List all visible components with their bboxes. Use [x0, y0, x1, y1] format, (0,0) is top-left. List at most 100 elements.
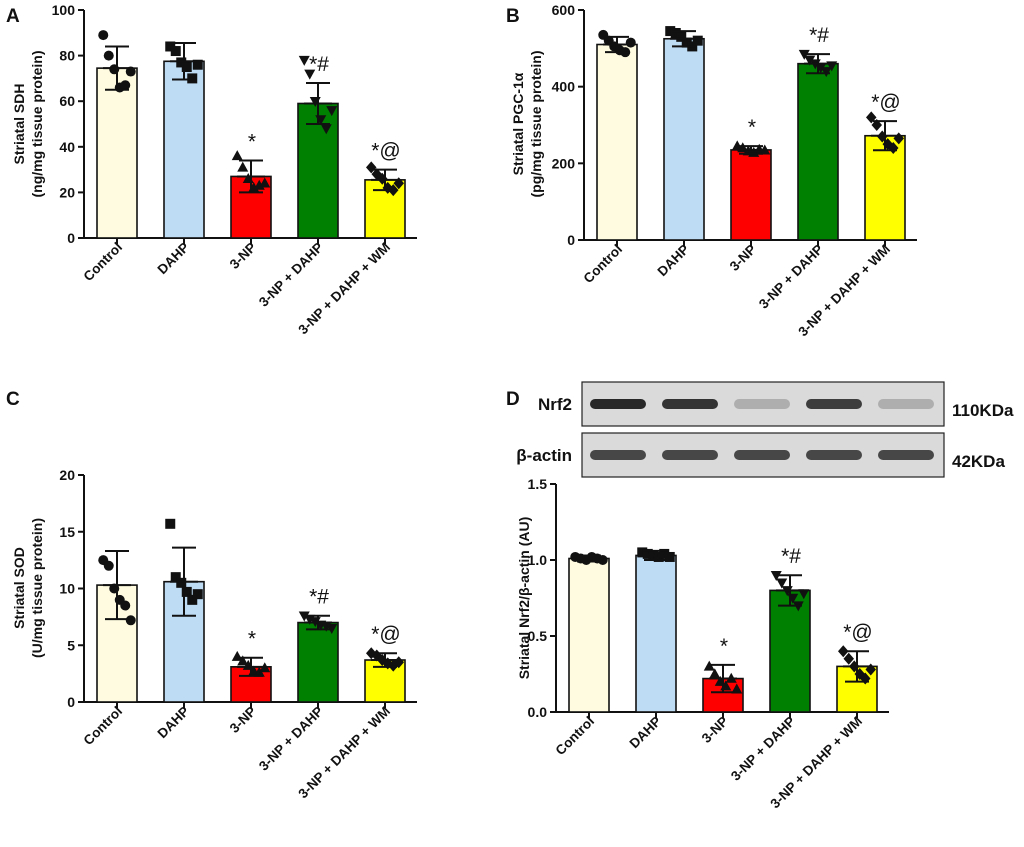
significance-label: * [248, 130, 256, 153]
data-point [843, 652, 854, 665]
data-point [804, 55, 816, 66]
y-tick-label: 0 [567, 232, 575, 248]
data-point [659, 548, 670, 559]
significance-label: *@ [371, 623, 401, 646]
significance-label: * [748, 116, 756, 139]
data-point [798, 589, 810, 600]
data-point [170, 572, 181, 583]
data-point [103, 50, 114, 61]
y-tick-label: 20 [59, 467, 75, 483]
data-point [731, 683, 743, 694]
data-point [637, 547, 648, 558]
blot-size-label: 110KDa [952, 401, 1014, 420]
data-point [125, 615, 136, 626]
data-point [237, 161, 249, 172]
category-label: Control [81, 704, 126, 749]
y-axis-label: Striatal SDH [11, 84, 27, 165]
significance-label: * [248, 628, 256, 651]
data-point [165, 41, 176, 52]
y-tick-label: 80 [59, 48, 75, 64]
y-tick-label: 200 [552, 155, 576, 171]
y-tick-label: 5 [67, 637, 75, 653]
category-label: DAHP [654, 242, 692, 280]
blot-row-beta-actin: β-actin 42KDa [516, 432, 1005, 478]
data-point [670, 28, 681, 38]
data-point [253, 666, 265, 677]
blot-protein-label: β-actin [516, 446, 572, 465]
category-label: DAHP [154, 240, 192, 278]
y-tick-label: 1.5 [528, 476, 548, 492]
data-point [653, 551, 664, 562]
data-point [120, 80, 131, 91]
bar-3-np-dahp [297, 102, 339, 239]
data-point [320, 124, 332, 135]
significance-label: *# [781, 545, 801, 568]
panel-letter: D [506, 389, 520, 410]
data-point [326, 106, 338, 117]
data-point [597, 555, 608, 565]
y-axis-label: Striatal Nrf2/β-actin (AU) [516, 517, 532, 680]
data-point [192, 589, 203, 600]
bar-dahp [163, 60, 205, 239]
data-point [709, 668, 721, 679]
category-label: Control [581, 242, 626, 287]
blot-size-label: 42KDa [952, 452, 1005, 471]
y-tick-label: 400 [552, 79, 576, 95]
data-point [770, 570, 782, 581]
data-point [181, 62, 192, 72]
y-axis-label-units: (ng/mg tissue protein) [29, 51, 45, 198]
blot-band [878, 399, 934, 409]
data-point [664, 551, 675, 562]
panel-letter: A [6, 6, 20, 27]
bar-dahp [635, 554, 677, 713]
data-point [798, 49, 810, 60]
data-point [120, 600, 131, 611]
bar-control [596, 43, 638, 241]
y-tick-label: 0 [67, 694, 75, 710]
blot-band [806, 450, 862, 460]
data-point [776, 578, 788, 589]
y-tick-label: 15 [59, 524, 75, 540]
category-label: 3-NP [227, 240, 259, 272]
category-label: Control [553, 714, 598, 759]
blot-band [806, 399, 862, 409]
y-axis-label-units: (pg/mg tissue protein) [528, 51, 544, 198]
data-point [176, 57, 187, 68]
data-point [187, 73, 198, 84]
data-point [298, 55, 310, 66]
bar-3-np [730, 149, 772, 241]
data-point [187, 594, 198, 605]
data-point [642, 548, 653, 559]
data-point [326, 623, 338, 634]
bar-3-np-dahp [797, 62, 839, 241]
data-point [298, 611, 310, 622]
bar-dahp [663, 37, 705, 241]
significance-label: * [720, 635, 728, 658]
y-tick-label: 10 [59, 581, 75, 597]
data-point [231, 150, 243, 161]
panel-A: A Striatal SDH (ng/mg tissue protein) 0 20 40… [6, 2, 417, 337]
category-label: 3-NP [699, 714, 731, 746]
y-axis-label: Striatal PGC-1α [510, 72, 526, 175]
data-point [625, 37, 636, 48]
blot-row-nrf2: Nrf2 110KDa [538, 381, 1014, 427]
category-label: 3-NP [227, 704, 259, 736]
significance-label: *# [809, 24, 829, 47]
bar-3-np-dahp-wm [864, 134, 906, 241]
blot-band [662, 450, 718, 460]
blot-band [590, 450, 646, 460]
significance-label: *@ [871, 91, 901, 114]
data-point [304, 69, 316, 80]
blot-band [878, 450, 934, 460]
bar-control [568, 557, 610, 713]
data-point [181, 586, 192, 597]
y-tick-label: 1.0 [528, 552, 548, 568]
data-point [665, 26, 676, 37]
category-label: DAHP [154, 704, 192, 742]
data-point [692, 35, 703, 46]
category-label: 3-NP + DAHP [756, 242, 826, 312]
y-tick-label: 600 [552, 2, 576, 18]
data-point [820, 67, 832, 78]
bar-3-np-dahp [297, 621, 339, 703]
